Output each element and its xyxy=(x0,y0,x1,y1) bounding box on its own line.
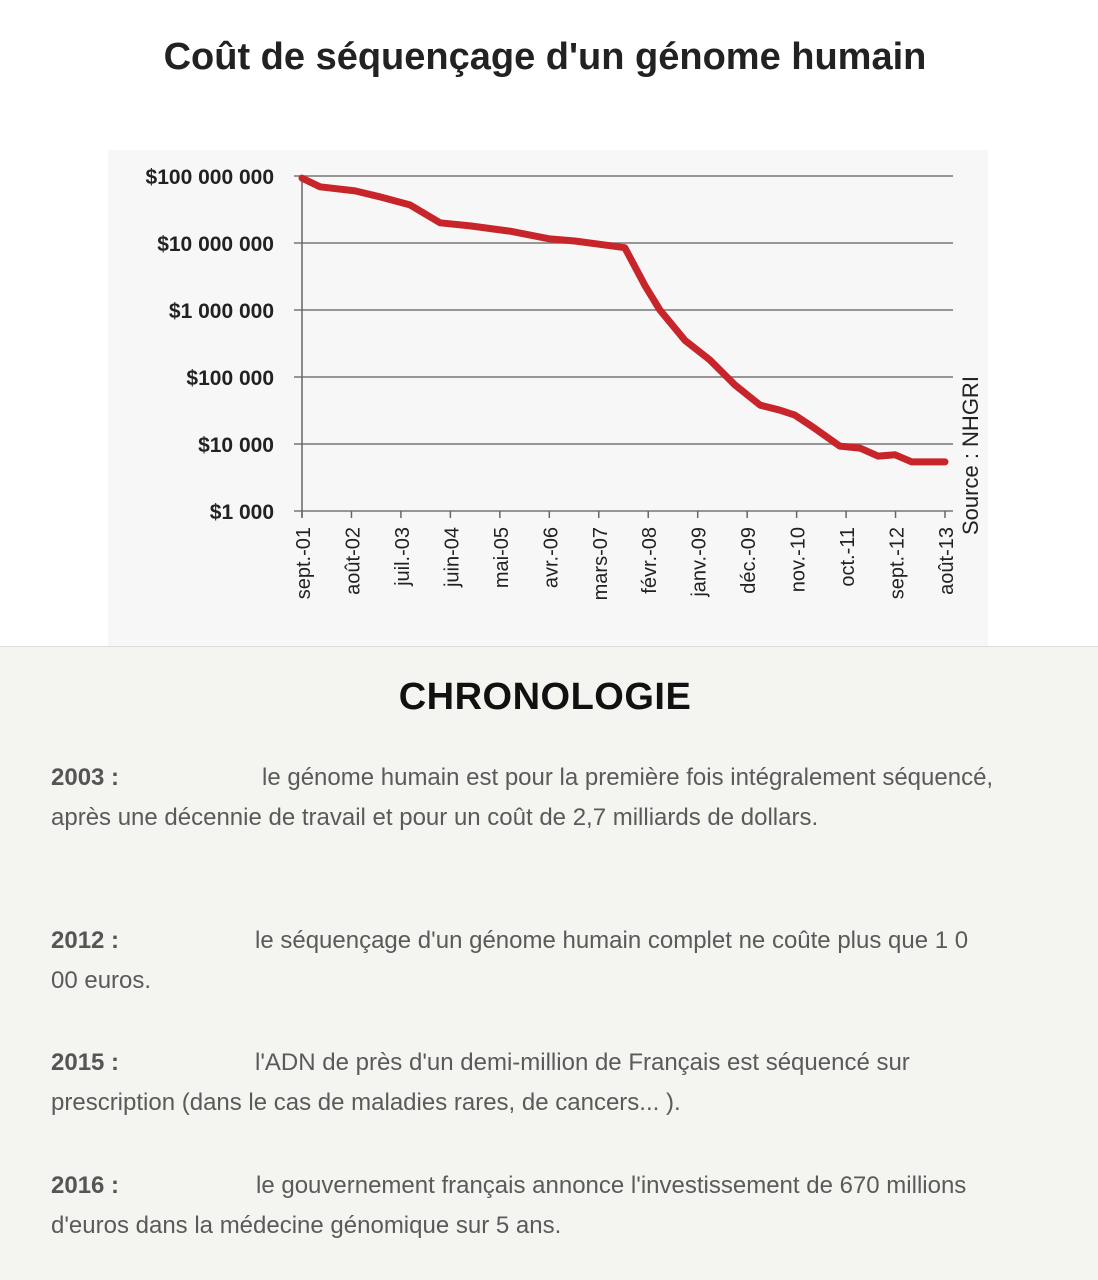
x-tick-label: mai-05 xyxy=(491,527,513,588)
x-tick-label: févr.-08 xyxy=(639,527,661,594)
entry-text: le génome humain est pour la première fo… xyxy=(51,764,994,831)
chronology-entry-2015: 2015 : l'ADN de près d'un demi-million de… xyxy=(51,1043,1026,1123)
chart-title: Coût de séquençage d'un génome humain xyxy=(163,36,927,78)
x-tick-label: avr.-06 xyxy=(540,527,562,588)
y-tick-label: $100 000 000 xyxy=(146,166,274,189)
x-tick-label: juin-04 xyxy=(441,527,463,588)
y-tick-label: $100 000 xyxy=(186,367,274,390)
y-tick-label: $10 000 000 xyxy=(157,233,274,256)
y-tick-label: $1 000 000 xyxy=(169,300,274,323)
entry-text: le séquençage d'un génome humain complet… xyxy=(51,927,969,994)
chronology-entry-2016: 2016 : le gouvernement français annonce l… xyxy=(51,1166,1041,1246)
line-chart: $100 000 000 $10 000 000 $1 000 000 $100 00… xyxy=(108,150,988,646)
chronology-title: CHRONOLOGIE xyxy=(398,676,692,718)
chronology-entry-2003: 2003 : le génome humain est pour la premi… xyxy=(51,758,1041,838)
x-tick-label: oct.-11 xyxy=(837,527,859,587)
x-tick-label: nov.-10 xyxy=(788,527,810,592)
x-tick-label: sept.-12 xyxy=(887,527,909,599)
plot-background xyxy=(108,150,988,646)
x-tick-label: août-02 xyxy=(342,527,364,595)
entry-text: le gouvernement français annonce l'inves… xyxy=(51,1172,967,1239)
chart-panel: Coût de séquençage d'un génome humain $1… xyxy=(0,0,1098,647)
y-tick-label: $1 000 xyxy=(210,501,274,524)
x-tick-label: mars-07 xyxy=(590,527,612,600)
x-tick-label: août-13 xyxy=(936,527,958,595)
x-tick-label: juil.-03 xyxy=(392,527,414,587)
entry-year: 2012 : xyxy=(51,927,120,954)
entry-text: l'ADN de près d'un demi-million de Franç… xyxy=(51,1049,910,1116)
y-tick-label: $10 000 xyxy=(198,434,274,457)
x-tick-label: janv.-09 xyxy=(689,527,711,598)
entry-year: 2016 : xyxy=(51,1172,120,1199)
source-annotation: Source : NHGRI xyxy=(958,376,983,535)
entry-year: 2015 : xyxy=(51,1049,120,1076)
x-tick-label: déc.-09 xyxy=(738,527,760,594)
entry-year: 2003 : xyxy=(51,764,120,791)
chronology-entry-2012: 2012 : le séquençage d'un génome humain c… xyxy=(51,921,1001,1001)
x-tick-label: sept.-01 xyxy=(293,527,315,599)
